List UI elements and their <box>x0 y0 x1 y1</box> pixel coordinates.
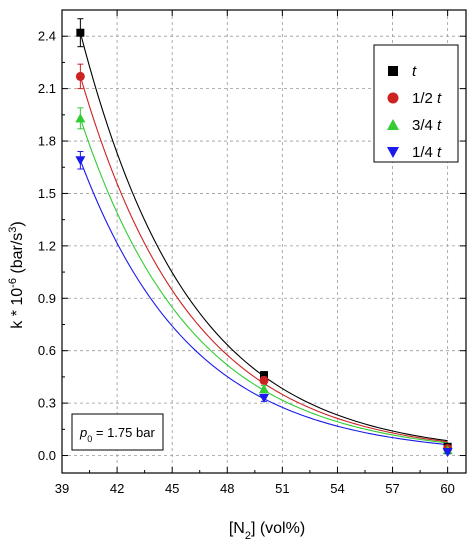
legend-marker <box>388 66 398 76</box>
legend-label: 3/4 t <box>412 117 442 134</box>
legend-label-italic: t <box>437 144 442 161</box>
y-axis-title-close: ) <box>9 221 26 226</box>
y-tick-label: 2.4 <box>38 29 56 44</box>
x-tick-label: 42 <box>110 481 124 496</box>
legend-label-prefix: 1/4 <box>412 144 437 161</box>
data-point <box>259 384 269 394</box>
data-point <box>259 393 269 403</box>
y-tick-labels: 0.0 0.3 0.6 0.9 1.2 1.5 1.8 2.1 2.4 <box>38 29 56 463</box>
legend-label-prefix: 3/4 <box>412 117 437 134</box>
y-tick-label: 1.8 <box>38 134 56 149</box>
x-tick-label: 39 <box>55 481 69 496</box>
y-tick-label: 0.9 <box>38 291 56 306</box>
x-tick-label: 45 <box>165 481 179 496</box>
data-point <box>259 375 269 385</box>
x-tick-labels: 39 42 45 48 51 54 57 60 <box>55 481 455 496</box>
plot-frame <box>61 9 467 474</box>
y-axis-title-main: k * 10 <box>9 288 26 329</box>
legend-label: t <box>412 63 417 80</box>
annotation-subscript: 0 <box>87 434 92 444</box>
data-point <box>260 371 268 380</box>
legend: t1/2 t3/4 t1/4 t <box>373 44 459 163</box>
axis-ticks <box>61 10 466 473</box>
y-axis-title-units-exponent: 3 <box>7 227 19 233</box>
x-axis-title-open: [N <box>229 520 245 537</box>
y-axis-title-exponent: -6 <box>7 278 19 288</box>
legend-label-italic: t <box>412 63 417 80</box>
legend-label-italic: t <box>437 117 442 134</box>
y-tick-label: 2.1 <box>38 81 56 96</box>
data-point <box>75 71 85 81</box>
legend-label-prefix: 1/2 <box>412 90 437 107</box>
annotation-text: p0 = 1.75 bar <box>79 425 155 444</box>
legend-marker <box>387 147 399 158</box>
x-tick-label: 51 <box>275 481 289 496</box>
x-axis-title: [N2] (vol%) <box>229 520 305 542</box>
data-points <box>75 18 453 458</box>
data-point <box>75 113 86 123</box>
annotation-rest: = 1.75 bar <box>92 425 155 440</box>
y-tick-label: 0.6 <box>38 343 56 358</box>
y-tick-label: 1.5 <box>38 186 56 201</box>
data-point <box>76 28 85 37</box>
annotation: p0 = 1.75 bar <box>71 413 164 451</box>
legend-label: 1/4 t <box>412 144 442 161</box>
y-tick-label: 0.3 <box>38 396 56 411</box>
data-point <box>75 156 86 166</box>
legend-marker <box>387 92 399 104</box>
legend-label: 1/2 t <box>412 90 442 107</box>
legend-items: t1/2 t3/4 t1/4 t <box>387 63 442 161</box>
x-axis-title-rest: ] (vol%) <box>251 520 305 537</box>
x-axis-title-subscript: 2 <box>245 530 251 542</box>
y-tick-label: 1.2 <box>38 238 56 253</box>
x-tick-label: 60 <box>440 481 454 496</box>
y-axis-title-units: (bar/s <box>9 233 26 278</box>
y-tick-label: 0.0 <box>38 448 56 463</box>
x-tick-label: 48 <box>220 481 234 496</box>
data-point <box>442 448 453 458</box>
annotation-box <box>71 413 164 451</box>
x-tick-label: 57 <box>385 481 399 496</box>
annotation-symbol: p <box>79 425 87 440</box>
legend-label-italic: t <box>437 90 442 107</box>
legend-marker <box>387 119 399 130</box>
x-tick-label: 54 <box>330 481 344 496</box>
y-axis-title: k * 10-6 (bar/s3) <box>7 221 26 329</box>
legend-box <box>373 44 459 163</box>
